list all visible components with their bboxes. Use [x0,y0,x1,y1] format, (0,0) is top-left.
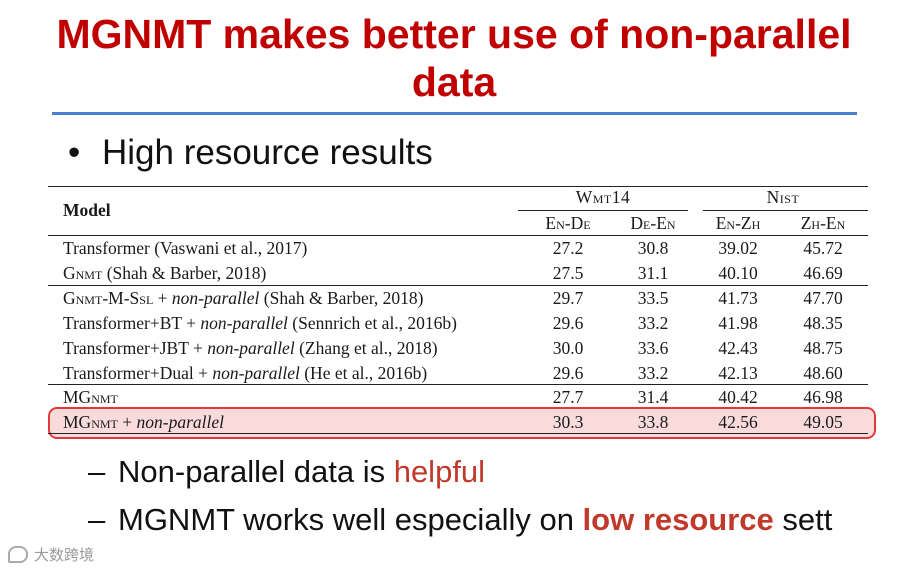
model-name-cell: Transformer+BT + non-parallel (Sennrich … [63,312,457,334]
model-name-part: non-parallel [171,288,260,308]
watermark-text: 大数跨境 [34,546,95,564]
model-name-part: non-parallel [207,338,295,358]
watermark: 大数跨境 [8,544,94,565]
score-cell: 33.2 [637,363,669,383]
score-cell: 39.02 [718,238,758,258]
score-cell: 31.1 [637,263,669,283]
model-name-part: Transformer+BT + [63,313,201,333]
group-rule-wmt14 [518,210,688,211]
model-name-part: Transformer+JBT + [63,338,208,358]
column-header: En-Zh [715,213,761,233]
model-name-part: (Sennrich et al., 2016b) [287,313,458,333]
model-name-part: Transformer+Dual + [63,363,213,383]
score-cell: 40.10 [718,263,758,283]
model-name-cell: Transformer+JBT + non-parallel (Zhang et… [63,337,438,359]
bullet-item: • High resource results [68,128,433,178]
sub-bullet-2: – MGNMT works well especially on low reso… [88,500,832,540]
model-name-part: nmt [75,288,103,308]
model-name-cell: Transformer (Vaswani et al., 2017) [63,237,307,259]
score-cell: 29.6 [552,313,584,333]
score-cell: 45.72 [803,238,843,258]
model-name-part: G [63,288,76,308]
score-cell: 41.73 [718,288,758,308]
sub-bullet-1-highlight: helpful [393,454,486,489]
title-underline [52,112,857,115]
score-cell: 30.8 [637,238,669,258]
dash-marker: – [88,454,106,489]
score-cell: 46.98 [803,387,843,407]
score-cell: 41.98 [718,313,758,333]
sub-bullet-2-tail: sett [773,502,833,537]
score-cell: 48.60 [803,363,843,383]
section-rule-1 [48,285,868,286]
score-cell: 42.13 [718,363,758,383]
model-name-part: non-parallel [200,313,288,333]
score-cell: 40.42 [718,387,758,407]
score-cell: 30.3 [552,412,584,432]
model-name-part: -M-S [102,288,140,308]
score-cell: 42.43 [718,338,758,358]
score-cell: 33.8 [637,412,669,432]
model-name-cell: MGnmt [63,386,118,408]
score-cell: 31.4 [637,387,669,407]
score-cell: 33.6 [637,338,669,358]
section-rule-2 [48,384,868,385]
column-header: De-En [630,213,676,233]
sub-bullet-1-text: Non-parallel data is [118,454,394,489]
model-name-cell: Gnmt (Shah & Barber, 2018) [63,262,266,284]
model-name-part: (Shah & Barber, 2018) [102,263,267,283]
bullet-text: High resource results [102,133,433,172]
score-cell: 27.5 [552,263,584,283]
header-bottom-rule [48,235,868,236]
model-name-part: Transformer (Vaswani et al., 2017) [63,238,308,258]
model-name-cell: MGnmt + non-parallel [63,411,224,433]
bullet-dot: • [68,133,81,172]
score-cell: 47.70 [803,288,843,308]
model-name-part: (Zhang et al., 2018) [294,338,438,358]
score-cell: 27.2 [552,238,584,258]
score-cell: 48.75 [803,338,843,358]
sub-bullet-2-text: MGNMT works well especially on [118,502,583,537]
column-header: En-De [545,213,591,233]
group-header-wmt14: Wmt14 [575,187,631,207]
score-cell: 33.2 [637,313,669,333]
model-name-part: nmt [91,412,118,432]
score-cell: 49.05 [803,412,843,432]
dash-marker: – [88,502,106,537]
model-name-part: (He et al., 2016b) [299,363,428,383]
model-name-part: MG [63,387,92,407]
model-name-cell: Gnmt-M-Ssl + non-parallel (Shah & Barber… [63,287,423,309]
chat-bubble-icon [8,546,28,563]
model-column-header: Model [63,200,111,220]
score-cell: 29.7 [552,288,584,308]
model-name-part: (Shah & Barber, 2018) [259,288,424,308]
table-bottom-rule [48,433,868,434]
model-name-part: nmt [75,263,103,283]
score-cell: 27.7 [552,387,584,407]
model-name-part: non-parallel [212,363,300,383]
model-name-part: G [63,263,76,283]
model-name-part: MG [63,412,92,432]
model-name-part: + [117,412,137,432]
score-cell: 30.0 [552,338,584,358]
table-top-rule [48,186,868,187]
sub-bullet-2-highlight: low resource [582,502,774,537]
model-name-part: nmt [91,387,118,407]
group-rule-nist [703,210,868,211]
score-cell: 29.6 [552,363,584,383]
slide-title: MGNMT makes better use of non-parallel d… [56,11,852,105]
column-header: Zh-En [800,213,846,233]
model-name-cell: Transformer+Dual + non-parallel (He et a… [63,362,427,384]
group-header-nist: Nist [766,187,800,207]
score-cell: 48.35 [803,313,843,333]
score-cell: 42.56 [718,412,758,432]
model-name-part: sl [139,288,154,308]
model-name-part: non-parallel [136,412,225,432]
score-cell: 33.5 [637,288,669,308]
score-cell: 46.69 [803,263,843,283]
sub-bullet-1: – Non-parallel data is helpful [88,452,485,492]
model-name-part: + [153,288,172,308]
